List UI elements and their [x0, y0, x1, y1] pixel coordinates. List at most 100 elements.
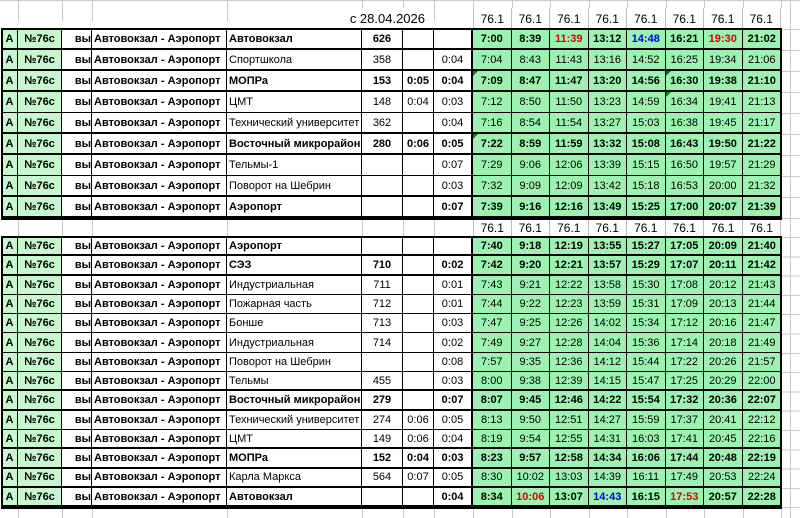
cell-departure-time[interactable]: 11:43	[550, 50, 589, 69]
cell-departure-time[interactable]: 17:41	[665, 429, 704, 448]
cell-departure-time[interactable]: 21:17	[742, 113, 781, 132]
cell-offset-1[interactable]	[403, 197, 434, 216]
cell-departure-time[interactable]: 19:30	[704, 29, 743, 48]
cell-departure-time[interactable]: 16:38	[665, 113, 704, 132]
cell-departure-time[interactable]: 22:28	[742, 487, 781, 506]
cell-departure-time[interactable]: 7:09	[473, 71, 512, 90]
cell-route-number[interactable]: №76с	[18, 197, 62, 216]
cell-route-name[interactable]: Автовокзал - Аэропорт	[92, 176, 227, 195]
cell-offset-2[interactable]: 0:04	[434, 71, 473, 90]
cell-departure-time[interactable]: 16:06	[627, 449, 666, 467]
cell-departure-time[interactable]: 15:25	[627, 197, 666, 216]
cell-offset-2[interactable]: 0:05	[434, 134, 473, 153]
cell-platform-number[interactable]: 280	[362, 134, 403, 153]
cell-departure-time[interactable]: 20:18	[704, 333, 743, 352]
cell-departure-time[interactable]: 7:42	[473, 256, 512, 274]
cell-platform-number[interactable]	[362, 197, 403, 216]
cell-departure-time[interactable]: 13:57	[588, 256, 627, 274]
cell-day[interactable]: вы	[62, 314, 92, 333]
cell-route-letter[interactable]: А	[2, 468, 18, 486]
cell-departure-time[interactable]: 7:47	[473, 314, 512, 333]
cell-platform-number[interactable]	[362, 352, 403, 372]
cell-departure-time[interactable]: 20:36	[704, 391, 743, 409]
cell-offset-1[interactable]: 0:05	[403, 71, 434, 90]
cell-departure-time[interactable]: 13:03	[550, 468, 589, 486]
cell-stop-name[interactable]: Тельмы-1	[227, 155, 362, 175]
cell-departure-time[interactable]: 17:44	[665, 449, 704, 467]
cell-day[interactable]: вы	[62, 410, 92, 429]
cell-route-number[interactable]: №76с	[18, 391, 62, 409]
cell-offset-2[interactable]: 0:04	[434, 487, 473, 506]
cell-departure-time[interactable]: 21:32	[742, 176, 781, 195]
cell-departure-time[interactable]: 22:12	[742, 410, 781, 429]
cell-departure-time[interactable]: 14:56	[627, 71, 666, 90]
cell-departure-time[interactable]: 12:19	[550, 237, 589, 255]
cell-offset-2[interactable]: 0:07	[434, 391, 473, 409]
cell-departure-time[interactable]: 16:43	[665, 134, 704, 153]
cell-offset-1[interactable]: 0:06	[403, 410, 434, 429]
cell-platform-number[interactable]: 712	[362, 294, 403, 314]
cell-departure-time[interactable]: 7:04	[473, 50, 512, 69]
cell-day[interactable]: вы	[62, 468, 92, 486]
cell-offset-1[interactable]	[403, 155, 434, 175]
cell-departure-time[interactable]: 17:22	[665, 352, 704, 372]
cell-departure-time[interactable]: 15:27	[627, 237, 666, 255]
cell-departure-time[interactable]: 21:42	[742, 256, 781, 274]
cell-departure-time[interactable]: 15:15	[627, 155, 666, 175]
cell-stop-name[interactable]: СЭЗ	[227, 256, 362, 274]
cell-offset-1[interactable]	[403, 50, 434, 69]
cell-offset-1[interactable]	[403, 29, 434, 48]
cell-route-name[interactable]: Автовокзал - Аэропорт	[92, 429, 227, 448]
cell-platform-number[interactable]: 711	[362, 275, 403, 294]
cell-departure-time[interactable]: 12:46	[550, 391, 589, 409]
cell-departure-time[interactable]: 14:15	[588, 372, 627, 390]
cell-route-letter[interactable]: А	[2, 487, 18, 506]
cell-stop-name[interactable]: Автовокзал	[227, 487, 362, 506]
route-code-header-cell[interactable]: 76.1	[627, 218, 666, 237]
route-code-header-cell[interactable]: 76.1	[473, 8, 512, 29]
route-code-header-cell[interactable]: 76.1	[704, 218, 743, 237]
cell-offset-1[interactable]	[403, 352, 434, 372]
cell-offset-2[interactable]: 0:01	[434, 294, 473, 314]
cell-day[interactable]: вы	[62, 176, 92, 195]
cell-day[interactable]: вы	[62, 29, 92, 48]
cell-departure-time[interactable]: 16:15	[627, 487, 666, 506]
cell-departure-time[interactable]: 20:00	[704, 176, 743, 195]
cell-offset-2[interactable]	[434, 29, 473, 48]
cell-stop-name[interactable]: Технический университет	[227, 113, 362, 132]
cell-day[interactable]: вы	[62, 352, 92, 372]
cell-day[interactable]: вы	[62, 449, 92, 467]
cell-offset-1[interactable]	[403, 487, 434, 506]
cell-departure-time[interactable]: 16:53	[665, 176, 704, 195]
cell-departure-time[interactable]: 9:16	[511, 197, 550, 216]
cell-route-letter[interactable]: А	[2, 333, 18, 352]
cell-day[interactable]: вы	[62, 155, 92, 175]
cell-route-name[interactable]: Автовокзал - Аэропорт	[92, 410, 227, 429]
cell-route-letter[interactable]: А	[2, 352, 18, 372]
cell-stop-name[interactable]: ЦМТ	[227, 92, 362, 112]
cell-departure-time[interactable]: 17:49	[665, 468, 704, 486]
cell-route-name[interactable]: Автовокзал - Аэропорт	[92, 391, 227, 409]
cell-departure-time[interactable]: 21:13	[742, 92, 781, 112]
cell-platform-number[interactable]: 455	[362, 372, 403, 390]
route-code-header-cell[interactable]: 76.1	[550, 218, 589, 237]
cell-departure-time[interactable]: 13:32	[588, 134, 627, 153]
cell-day[interactable]: вы	[62, 275, 92, 294]
cell-departure-time[interactable]: 10:06	[511, 487, 550, 506]
cell-route-number[interactable]: №76с	[18, 155, 62, 175]
cell-offset-2[interactable]: 0:07	[434, 197, 473, 216]
cell-departure-time[interactable]: 8:59	[511, 134, 550, 153]
cell-day[interactable]: вы	[62, 92, 92, 112]
cell-departure-time[interactable]: 8:00	[473, 372, 512, 390]
cell-departure-time[interactable]: 17:00	[665, 197, 704, 216]
route-code-header-cell[interactable]: 76.1	[627, 8, 666, 29]
cell-departure-time[interactable]: 8:34	[473, 487, 512, 506]
cell-departure-time[interactable]: 20:48	[704, 449, 743, 467]
cell-departure-time[interactable]: 8:39	[511, 29, 550, 48]
cell-departure-time[interactable]: 19:45	[704, 113, 743, 132]
cell-offset-1[interactable]	[403, 294, 434, 314]
cell-departure-time[interactable]: 22:07	[742, 391, 781, 409]
cell-route-name[interactable]: Автовокзал - Аэропорт	[92, 352, 227, 372]
route-code-header-cell[interactable]: 76.1	[665, 218, 704, 237]
cell-offset-1[interactable]: 0:07	[403, 468, 434, 486]
